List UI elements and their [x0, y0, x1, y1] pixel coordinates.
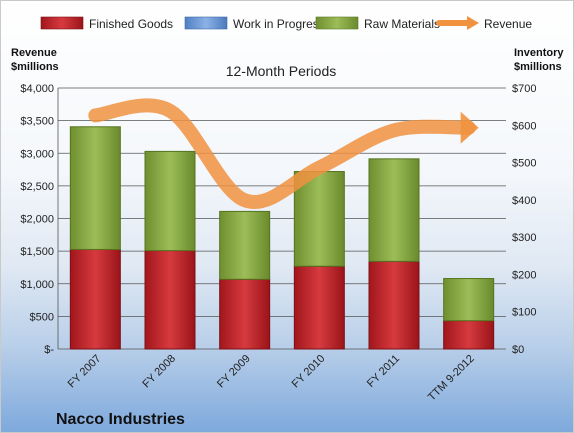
legend-label-work-in-progress: Work in Progress — [233, 17, 325, 31]
right-tick-label: $700 — [512, 83, 536, 95]
bar-raw-materials — [293, 171, 345, 267]
bar-finished-goods — [443, 320, 495, 350]
revenue-line-arrowhead — [460, 111, 479, 144]
left-axis-title-line1: Revenue — [11, 47, 57, 59]
chart-title: 12-Month Periods — [226, 63, 337, 79]
legend-item-work-in-progress: Work in Progress — [184, 16, 325, 31]
left-axis-ticks: $- $500 $1,000 $1,500 $2,000 $2,500 $3,000 $3,5… — [20, 83, 54, 356]
x-axis-ticks: FY 2007 FY 2008 FY 2009 FY 2010 FY 2011 TTM 9… — [66, 353, 477, 404]
left-tick-label: $3,000 — [20, 148, 54, 160]
bar-finished-goods — [219, 278, 271, 350]
legend-arrow-revenue — [467, 16, 479, 30]
bar-raw-materials — [443, 278, 495, 322]
legend-label-raw-materials: Raw Materials — [364, 17, 440, 31]
x-tick-label: FY 2009 — [215, 353, 253, 391]
gridlines — [57, 87, 506, 350]
bar-finished-goods — [368, 260, 420, 350]
bars — [69, 126, 495, 350]
right-axis-title-line1: Inventory — [514, 47, 564, 59]
right-tick-label: $300 — [512, 232, 536, 244]
right-axis-ticks: $0 $100 $200 $300 $400 $500 $600 $700 — [512, 83, 536, 356]
revenue-line — [88, 98, 479, 209]
legend-swatch-work-in-progress — [184, 16, 228, 30]
bar-raw-materials — [219, 210, 271, 280]
right-tick-label: $600 — [512, 120, 536, 132]
left-tick-label: $- — [44, 344, 54, 356]
right-tick-label: $200 — [512, 269, 536, 281]
company-name: Nacco Industries — [56, 411, 185, 428]
right-tick-label: $100 — [512, 307, 536, 319]
left-axis-title-line2: $millions — [11, 61, 59, 73]
left-tick-label: $500 — [30, 311, 54, 323]
legend-swatch-finished-goods — [40, 16, 84, 30]
legend-label-revenue: Revenue — [484, 17, 532, 31]
bar-finished-goods — [144, 250, 196, 350]
x-tick-label: FY 2011 — [365, 353, 402, 390]
legend-swatch-raw-materials — [315, 16, 359, 30]
right-tick-label: $500 — [512, 158, 536, 170]
x-tick-label: TTM 9-2012 — [426, 353, 477, 404]
x-tick-label: FY 2010 — [290, 353, 328, 391]
x-tick-label: FY 2008 — [140, 353, 178, 391]
left-tick-label: $2,000 — [20, 214, 54, 226]
right-tick-label: $0 — [512, 344, 524, 356]
legend-item-finished-goods: Finished Goods — [40, 16, 173, 31]
legend-label-finished-goods: Finished Goods — [89, 17, 173, 31]
revenue-line-path — [88, 98, 476, 209]
left-tick-label: $4,000 — [20, 83, 54, 95]
bar-finished-goods — [293, 265, 345, 350]
left-tick-label: $1,000 — [20, 279, 54, 291]
right-tick-label: $400 — [512, 195, 536, 207]
left-tick-label: $2,500 — [20, 181, 54, 193]
legend-item-revenue: Revenue — [436, 16, 532, 31]
bar-raw-materials — [144, 150, 196, 252]
left-tick-label: $3,500 — [20, 116, 54, 128]
bar-raw-materials — [368, 158, 420, 262]
legend: Finished Goods Work in Progress Raw Mate… — [40, 16, 532, 31]
bar-raw-materials — [69, 126, 121, 250]
x-tick-label: FY 2007 — [66, 353, 104, 391]
bar-finished-goods — [69, 248, 121, 350]
left-tick-label: $1,500 — [20, 246, 54, 258]
right-axis-title-line2: $millions — [514, 61, 562, 73]
legend-item-raw-materials: Raw Materials — [315, 16, 440, 31]
